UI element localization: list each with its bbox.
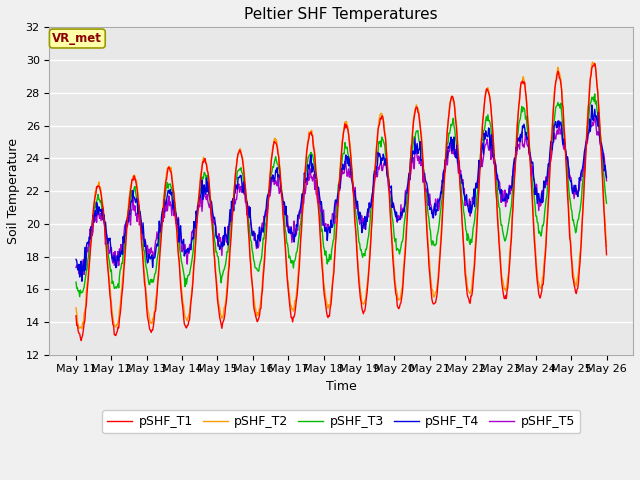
Text: VR_met: VR_met — [52, 32, 102, 45]
Line: pSHF_T4: pSHF_T4 — [76, 105, 607, 281]
Line: pSHF_T3: pSHF_T3 — [76, 94, 607, 297]
X-axis label: Time: Time — [326, 380, 356, 393]
Legend: pSHF_T1, pSHF_T2, pSHF_T3, pSHF_T4, pSHF_T5: pSHF_T1, pSHF_T2, pSHF_T3, pSHF_T4, pSHF… — [102, 410, 580, 433]
Line: pSHF_T1: pSHF_T1 — [76, 63, 607, 340]
Line: pSHF_T5: pSHF_T5 — [76, 119, 607, 275]
Title: Peltier SHF Temperatures: Peltier SHF Temperatures — [244, 7, 438, 22]
Line: pSHF_T2: pSHF_T2 — [76, 62, 607, 328]
Y-axis label: Soil Temperature: Soil Temperature — [7, 138, 20, 244]
